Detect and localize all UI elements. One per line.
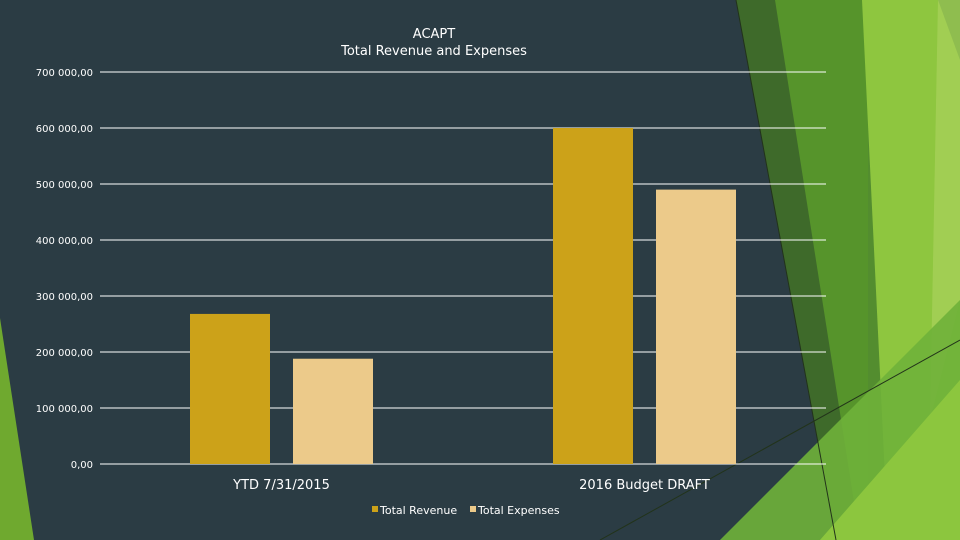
y-tick-label: 0,00 <box>71 460 93 471</box>
x-category-label: 2016 Budget DRAFT <box>579 478 710 493</box>
bars <box>190 128 736 464</box>
legend-swatch <box>470 506 476 512</box>
y-axis-tick-labels: 0,00 100 000,00 200 000,00 300 000,00 400 00… <box>36 68 93 471</box>
legend-swatch <box>372 506 378 512</box>
y-tick-label: 300 000,00 <box>36 292 93 303</box>
bar-total-expenses-0 <box>293 358 373 464</box>
x-axis-category-labels: YTD 7/31/2015 2016 Budget DRAFT <box>232 478 710 493</box>
y-tick-label: 700 000,00 <box>36 68 93 79</box>
y-tick-label: 100 000,00 <box>36 404 93 415</box>
chart-title: ACAPT <box>413 27 455 42</box>
bar-total-revenue-0 <box>190 313 270 464</box>
bar-total-expenses-1 <box>656 189 736 464</box>
legend-label: Total Expenses <box>477 504 560 517</box>
y-tick-label: 500 000,00 <box>36 180 93 191</box>
y-tick-label: 600 000,00 <box>36 124 93 135</box>
y-tick-label: 400 000,00 <box>36 236 93 247</box>
left-green-triangle <box>0 318 34 540</box>
y-tick-label: 200 000,00 <box>36 348 93 359</box>
decorative-line-1 <box>735 0 837 540</box>
legend-label: Total Revenue <box>379 504 457 517</box>
bottom-right-bright-wedge <box>820 380 960 540</box>
decorative-line-2 <box>599 339 960 540</box>
legend: Total Revenue Total Expenses <box>372 504 560 517</box>
bar-total-revenue-1 <box>553 128 633 464</box>
x-category-label: YTD 7/31/2015 <box>232 478 330 493</box>
chart-subtitle: Total Revenue and Expenses <box>340 44 527 59</box>
